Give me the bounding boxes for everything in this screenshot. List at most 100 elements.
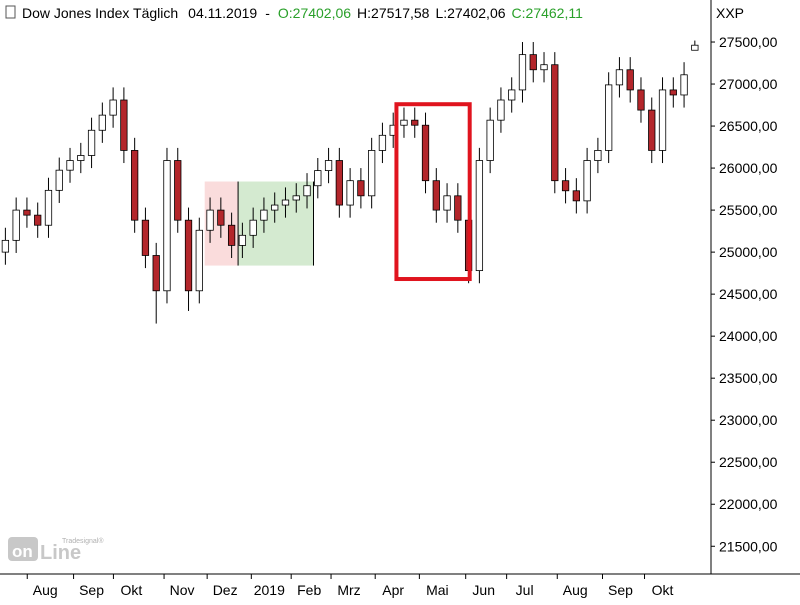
separator: - xyxy=(265,5,270,21)
symbol: XXP xyxy=(716,5,744,21)
candle-body xyxy=(141,219,150,256)
candle-body xyxy=(400,119,408,126)
x-tick-label: Nov xyxy=(170,582,195,598)
candle-body xyxy=(529,54,537,71)
candle-body xyxy=(184,219,193,292)
quote-label: O:27402,06 xyxy=(278,5,351,21)
x-tick-label: Jul xyxy=(516,582,534,598)
candle-body xyxy=(335,160,343,206)
candle-body xyxy=(163,160,171,292)
y-tick-label: 27000,00 xyxy=(719,76,778,92)
y-tick-label: 23000,00 xyxy=(719,412,778,428)
candle-body xyxy=(324,160,333,172)
candle-body xyxy=(572,190,580,202)
candle-body xyxy=(271,204,279,211)
date: 04.11.2019 xyxy=(188,5,257,21)
candle-body xyxy=(443,195,451,211)
x-tick-label: Sep xyxy=(79,582,104,598)
candle-body xyxy=(357,180,365,197)
x-tick-label: Feb xyxy=(297,582,321,598)
y-tick-label: 24500,00 xyxy=(719,286,778,302)
candle-body xyxy=(34,214,42,226)
candle-body xyxy=(66,160,74,171)
candle-body xyxy=(669,89,677,96)
candle-body xyxy=(109,99,117,116)
watermark-badge xyxy=(8,537,38,561)
candle-body xyxy=(583,160,591,202)
y-tick-label: 26000,00 xyxy=(719,160,778,176)
candle-body xyxy=(227,224,236,246)
shaded-region xyxy=(238,181,314,266)
candle-body xyxy=(475,160,484,272)
candle-body xyxy=(378,134,387,151)
watermark: on Line Tradesignal® xyxy=(8,537,104,564)
candle-body xyxy=(77,155,85,161)
candle-body xyxy=(98,114,106,131)
candle-body xyxy=(648,109,656,151)
x-tick-label: Mrz xyxy=(337,582,360,598)
header: Dow Jones Index Täglich 04.11.2019- O:2740… xyxy=(22,5,583,21)
candle-body xyxy=(626,69,634,91)
quote-label: C:27462,11 xyxy=(512,5,584,21)
candle-body xyxy=(680,74,688,96)
candle-body xyxy=(12,209,20,241)
candle-body xyxy=(260,209,268,221)
watermark-brand: Tradesignal® xyxy=(62,537,104,545)
x-tick-label: Dez xyxy=(213,582,238,598)
x-tick-label: Apr xyxy=(382,582,404,598)
candle-body xyxy=(454,195,462,221)
y-tick-label: 21500,00 xyxy=(719,538,778,554)
candle-body xyxy=(87,129,96,156)
candle-body xyxy=(120,99,128,151)
candle-body xyxy=(540,64,548,71)
quote-label: L:27402,06 xyxy=(435,5,505,21)
y-tick-label: 26500,00 xyxy=(719,118,778,134)
y-tick-label: 23500,00 xyxy=(719,370,778,386)
candle-body xyxy=(368,150,376,197)
candle-body xyxy=(518,54,527,91)
watermark-right: Line xyxy=(40,542,81,564)
x-tick-label: 2019 xyxy=(254,582,285,598)
candle-body xyxy=(346,180,354,206)
x-tick-label: Jun xyxy=(472,582,495,598)
y-tick-label: 27500,00 xyxy=(719,34,778,50)
x-tick-label: Aug xyxy=(33,582,58,598)
candle-body xyxy=(23,209,31,216)
candle-body xyxy=(637,89,645,111)
header-icon xyxy=(5,5,16,19)
candle-body xyxy=(508,89,516,101)
candle-body xyxy=(303,185,311,197)
candle-body xyxy=(174,160,182,221)
y-tick-label: 22500,00 xyxy=(719,454,778,470)
candle-body xyxy=(594,150,602,161)
candle-body xyxy=(551,64,559,182)
candle-body xyxy=(497,99,505,121)
y-tick-label: 25500,00 xyxy=(719,202,778,218)
candle-body xyxy=(249,219,257,236)
quote-label: H:27517,58 xyxy=(357,5,430,21)
highlight-box xyxy=(394,102,472,282)
candle-body xyxy=(292,195,300,201)
candle-body xyxy=(432,180,440,211)
candle-body xyxy=(561,180,570,192)
candle-body xyxy=(605,84,613,151)
x-tick-label: Sep xyxy=(608,582,633,598)
candle-body xyxy=(411,119,419,126)
x-tick-label: Okt xyxy=(121,582,143,598)
candle-body xyxy=(152,255,160,292)
y-tick-label: 25000,00 xyxy=(719,244,778,260)
candle-body xyxy=(195,229,203,292)
x-tick-label: Okt xyxy=(652,582,674,598)
candle-body xyxy=(314,170,322,187)
candle-body xyxy=(658,89,667,151)
candle-body xyxy=(1,239,10,253)
candle-body xyxy=(217,209,225,226)
watermark-left: on xyxy=(12,542,33,561)
y-tick-label: 24000,00 xyxy=(719,328,778,344)
candle-body xyxy=(44,189,53,226)
candle-body xyxy=(206,209,214,231)
x-tick-label: Mai xyxy=(426,582,449,598)
candle-body xyxy=(486,119,494,161)
